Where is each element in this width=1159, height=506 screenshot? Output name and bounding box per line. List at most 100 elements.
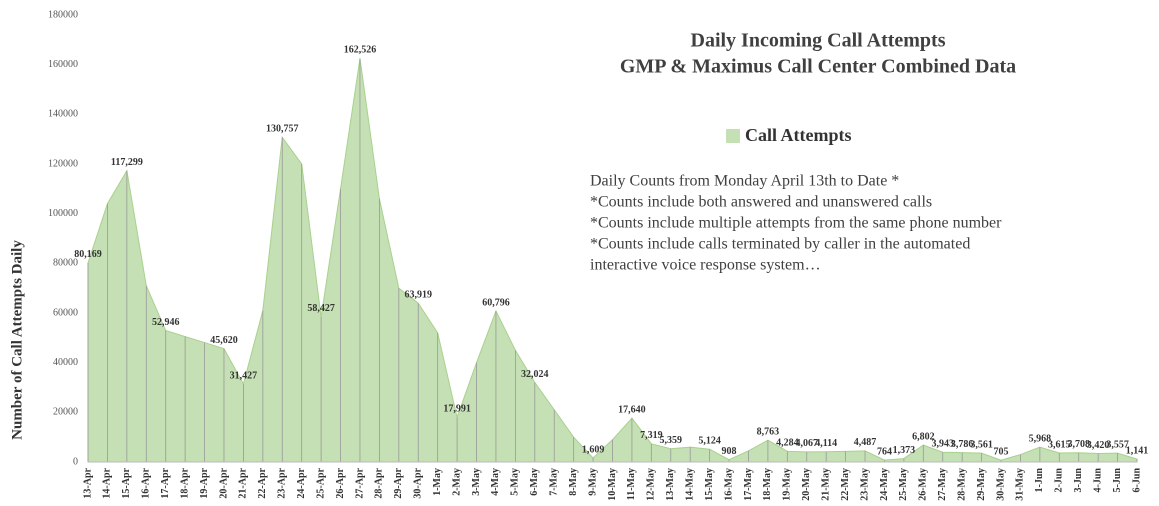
x-tick-label: 26-Apr (335, 467, 346, 498)
annotation: *Counts include multiple attempts from t… (590, 215, 1002, 232)
x-tick-label: 10-May (607, 468, 618, 501)
x-tick-label: 29-May (976, 468, 987, 501)
x-tick-label: 19-Apr (199, 467, 210, 498)
data-label: 117,299 (111, 157, 143, 168)
data-label: 3,557 (1106, 439, 1129, 450)
x-tick-label: 1-Jun (1034, 468, 1045, 493)
data-label: 4,114 (815, 438, 837, 449)
y-tick-label: 40000 (53, 357, 78, 368)
x-tick-label: 14-May (685, 468, 696, 501)
data-label: 3,420 (1087, 440, 1110, 451)
x-tick-label: 26-May (918, 468, 929, 501)
x-tick-label: 4-May (490, 468, 501, 496)
x-tick-label: 24-May (879, 468, 890, 501)
x-tick-label: 27-May (937, 468, 948, 501)
x-tick-label: 20-Apr (218, 467, 229, 498)
data-label: 60,796 (482, 297, 510, 308)
data-label: 8,763 (757, 427, 780, 438)
y-tick-label: 60000 (53, 307, 78, 318)
y-tick-label: 0 (73, 456, 78, 467)
x-tick-label: 9-May (587, 468, 598, 496)
x-tick-label: 23-May (859, 468, 870, 501)
data-label: 1,373 (893, 445, 916, 456)
x-tick-label: 3-Jun (1073, 468, 1084, 493)
data-label: 5,359 (660, 435, 683, 446)
x-tick-label: 12-May (646, 468, 657, 501)
annotation: *Counts include both answered and unansw… (590, 194, 932, 211)
x-tick-label: 24-Apr (296, 467, 307, 498)
x-tick-label: 31-May (1015, 468, 1026, 501)
y-tick-label: 80000 (53, 258, 78, 269)
data-label: 7,319 (640, 430, 663, 441)
y-tick-label: 140000 (48, 109, 78, 120)
y-tick-label: 100000 (48, 208, 78, 219)
data-label: 764 (877, 446, 892, 457)
data-label: 3,786 (951, 439, 974, 450)
x-tick-label: 19-May (782, 468, 793, 501)
data-label: 17,640 (618, 404, 646, 415)
data-label: 17,991 (443, 404, 471, 415)
data-label: 63,919 (404, 290, 432, 301)
annotation: interactive voice response system… (590, 257, 821, 274)
x-tick-label: 22-Apr (257, 467, 268, 498)
area (87, 58, 1138, 463)
legend-label: Call Attempts (745, 125, 852, 145)
x-tick-label: 13-Apr (82, 467, 93, 498)
data-label: 130,757 (266, 124, 299, 135)
data-label: 1,141 (1126, 445, 1149, 456)
x-tick-label: 4-Jun (1092, 468, 1103, 493)
x-tick-label: 13-May (665, 468, 676, 501)
x-tick-label: 2-Jun (1054, 468, 1065, 493)
data-label: 31,427 (230, 370, 258, 381)
data-label: 3,561 (970, 439, 993, 450)
x-tick-label: 7-May (549, 468, 560, 496)
data-label: 32,024 (521, 369, 549, 380)
data-label: 5,968 (1029, 433, 1052, 444)
y-tick-label: 120000 (48, 158, 78, 169)
x-tick-label: 21-May (820, 468, 831, 501)
data-label: 52,946 (152, 317, 180, 328)
data-label: 3,943 (931, 439, 954, 450)
x-tick-label: 16-May (723, 468, 734, 501)
x-tick-label: 17-May (743, 468, 754, 501)
x-tick-label: 28-May (956, 468, 967, 501)
legend-swatch (726, 129, 740, 143)
chart-subtitle: GMP & Maximus Call Center Combined Data (620, 56, 1016, 78)
data-label: 4,487 (854, 437, 877, 448)
x-tick-label: 8-May (568, 468, 579, 496)
x-tick-label: 6-May (529, 468, 540, 496)
data-label: 4,284 (776, 438, 799, 449)
data-label: 80,169 (74, 249, 102, 260)
x-tick-label: 25-May (898, 468, 909, 501)
x-tick-label: 17-Apr (160, 467, 171, 498)
annotation: Daily Counts from Monday April 13th to D… (590, 173, 899, 190)
x-tick-label: 28-Apr (374, 467, 385, 498)
x-tick-label: 27-Apr (354, 467, 365, 498)
x-tick-label: 5-May (510, 468, 521, 496)
x-tick-label: 1-May (432, 468, 443, 496)
x-tick-label: 20-May (801, 468, 812, 501)
data-label: 3,708 (1067, 439, 1090, 450)
data-label: 162,526 (344, 45, 377, 56)
data-label: 5,124 (698, 436, 721, 447)
x-tick-label: 2-May (451, 468, 462, 496)
y-axis-title: Number of Call Attempts Daily (9, 240, 25, 440)
y-tick-label: 180000 (48, 9, 78, 20)
x-tick-label: 23-Apr (277, 467, 288, 498)
x-tick-label: 15-Apr (121, 467, 132, 498)
data-label: 6,802 (912, 431, 935, 442)
x-tick-label: 16-Apr (141, 467, 152, 498)
x-tick-label: 11-May (626, 468, 637, 500)
data-label: 3,615 (1048, 439, 1071, 450)
x-tick-label: 30-May (995, 468, 1006, 501)
x-tick-label: 14-Apr (102, 467, 113, 498)
data-label: 4,067 (796, 438, 819, 449)
x-tick-label: 22-May (840, 468, 851, 501)
x-tick-label: 30-Apr (413, 467, 424, 498)
x-tick-label: 5-Jun (1112, 468, 1123, 493)
x-tick-label: 29-Apr (393, 467, 404, 498)
x-tick-label: 25-Apr (315, 467, 326, 498)
x-tick-label: 18-May (762, 468, 773, 501)
x-tick-label: 3-May (471, 468, 482, 496)
